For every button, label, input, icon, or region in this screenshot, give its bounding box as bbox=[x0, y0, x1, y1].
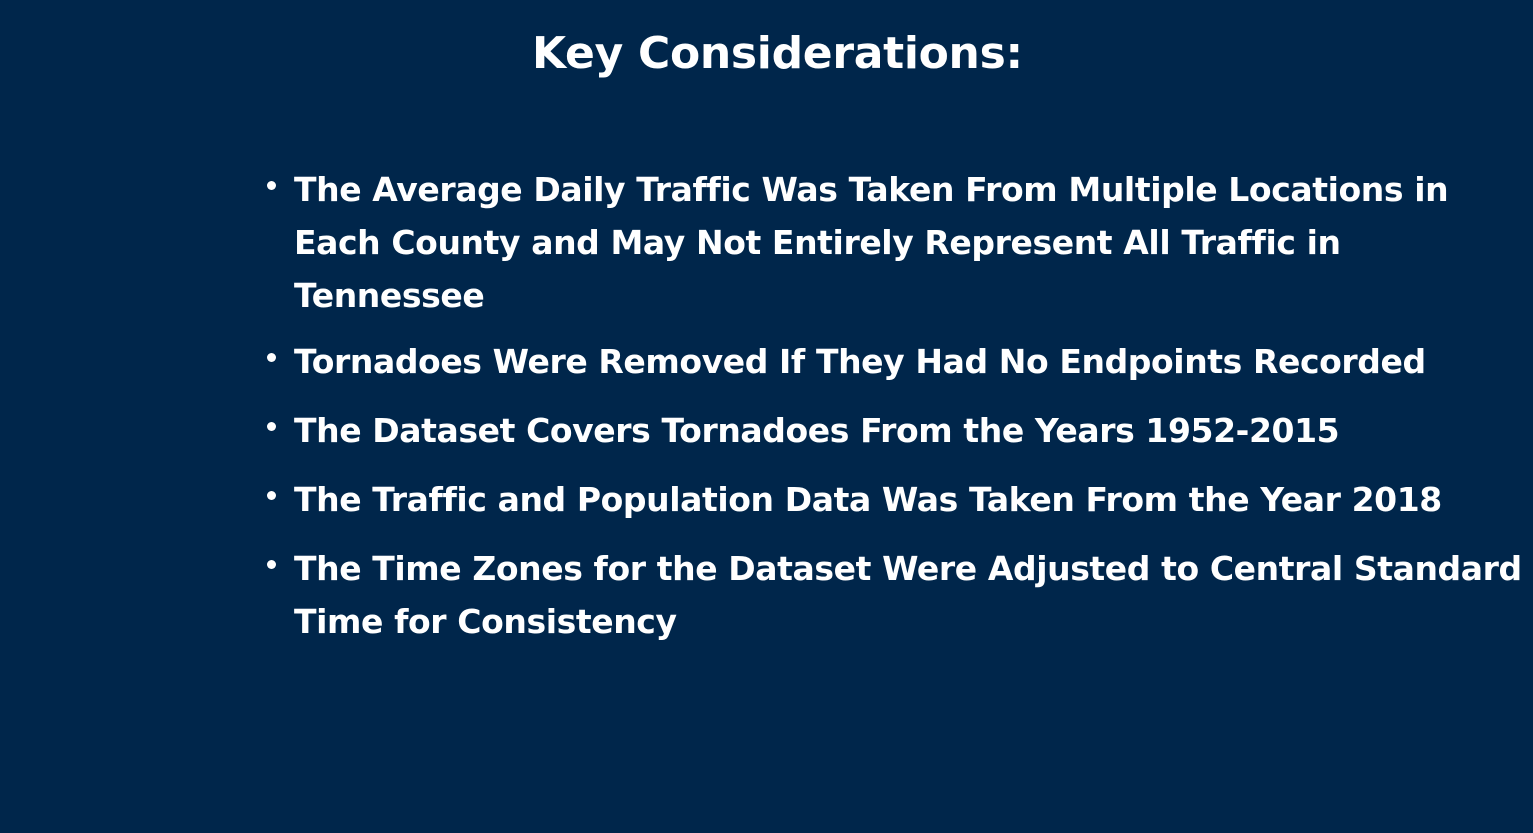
slide-title: Key Considerations: bbox=[532, 28, 1023, 79]
bullet-text: The Traffic and Population Data Was Take… bbox=[294, 473, 1442, 526]
bullet-line: Tornadoes Were Removed If They Had No En… bbox=[294, 342, 1426, 381]
bullet-dot-icon bbox=[267, 560, 276, 569]
bullet-text: The Dataset Covers Tornadoes From the Ye… bbox=[294, 404, 1340, 457]
bullet-line: The Traffic and Population Data Was Take… bbox=[294, 480, 1442, 519]
bullet-line: The Average Daily Traffic Was Taken From… bbox=[294, 170, 1449, 209]
bullet-line: Tennessee bbox=[294, 276, 485, 315]
bullet-line: The Time Zones for the Dataset Were Adju… bbox=[294, 549, 1522, 588]
bullet-dot-icon bbox=[267, 491, 276, 500]
bullet-text: The Time Zones for the Dataset Were Adju… bbox=[294, 542, 1522, 648]
bullet-text: Tornadoes Were Removed If They Had No En… bbox=[294, 335, 1426, 388]
bullet-line: Each County and May Not Entirely Represe… bbox=[294, 223, 1341, 262]
bullet-line: The Dataset Covers Tornadoes From the Ye… bbox=[294, 411, 1340, 450]
bullet-dot-icon bbox=[267, 422, 276, 431]
bullet-dot-icon bbox=[267, 353, 276, 362]
bullet-dot-icon bbox=[267, 181, 276, 190]
bullet-line: Time for Consistency bbox=[294, 602, 677, 641]
bullet-text: The Average Daily Traffic Was Taken From… bbox=[294, 163, 1449, 322]
